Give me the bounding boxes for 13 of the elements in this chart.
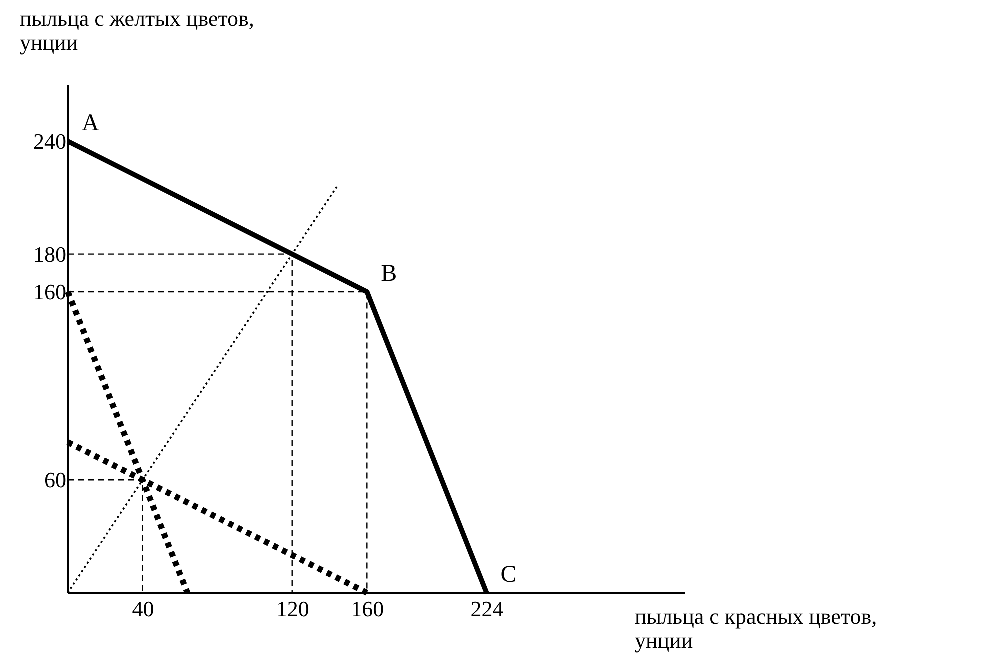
annotation: B bbox=[381, 260, 398, 287]
annotation: C bbox=[500, 562, 517, 588]
x-tick-label: 224 bbox=[470, 596, 504, 622]
x-tick-label: 120 bbox=[276, 596, 310, 622]
y-axis-title: пыльца с желтых цветов, унции bbox=[20, 6, 254, 55]
x-axis-title: пыльца с красных цветов, унции bbox=[635, 604, 878, 653]
y-tick-label: 60 bbox=[44, 468, 66, 493]
y-tick-label: 160 bbox=[34, 279, 66, 304]
annotation: A bbox=[82, 110, 100, 136]
y-tick-label: 180 bbox=[34, 242, 66, 267]
y-tick-label: 240 bbox=[34, 128, 66, 154]
x-tick-label: 160 bbox=[351, 596, 384, 622]
x-tick-label: 40 bbox=[132, 596, 154, 622]
